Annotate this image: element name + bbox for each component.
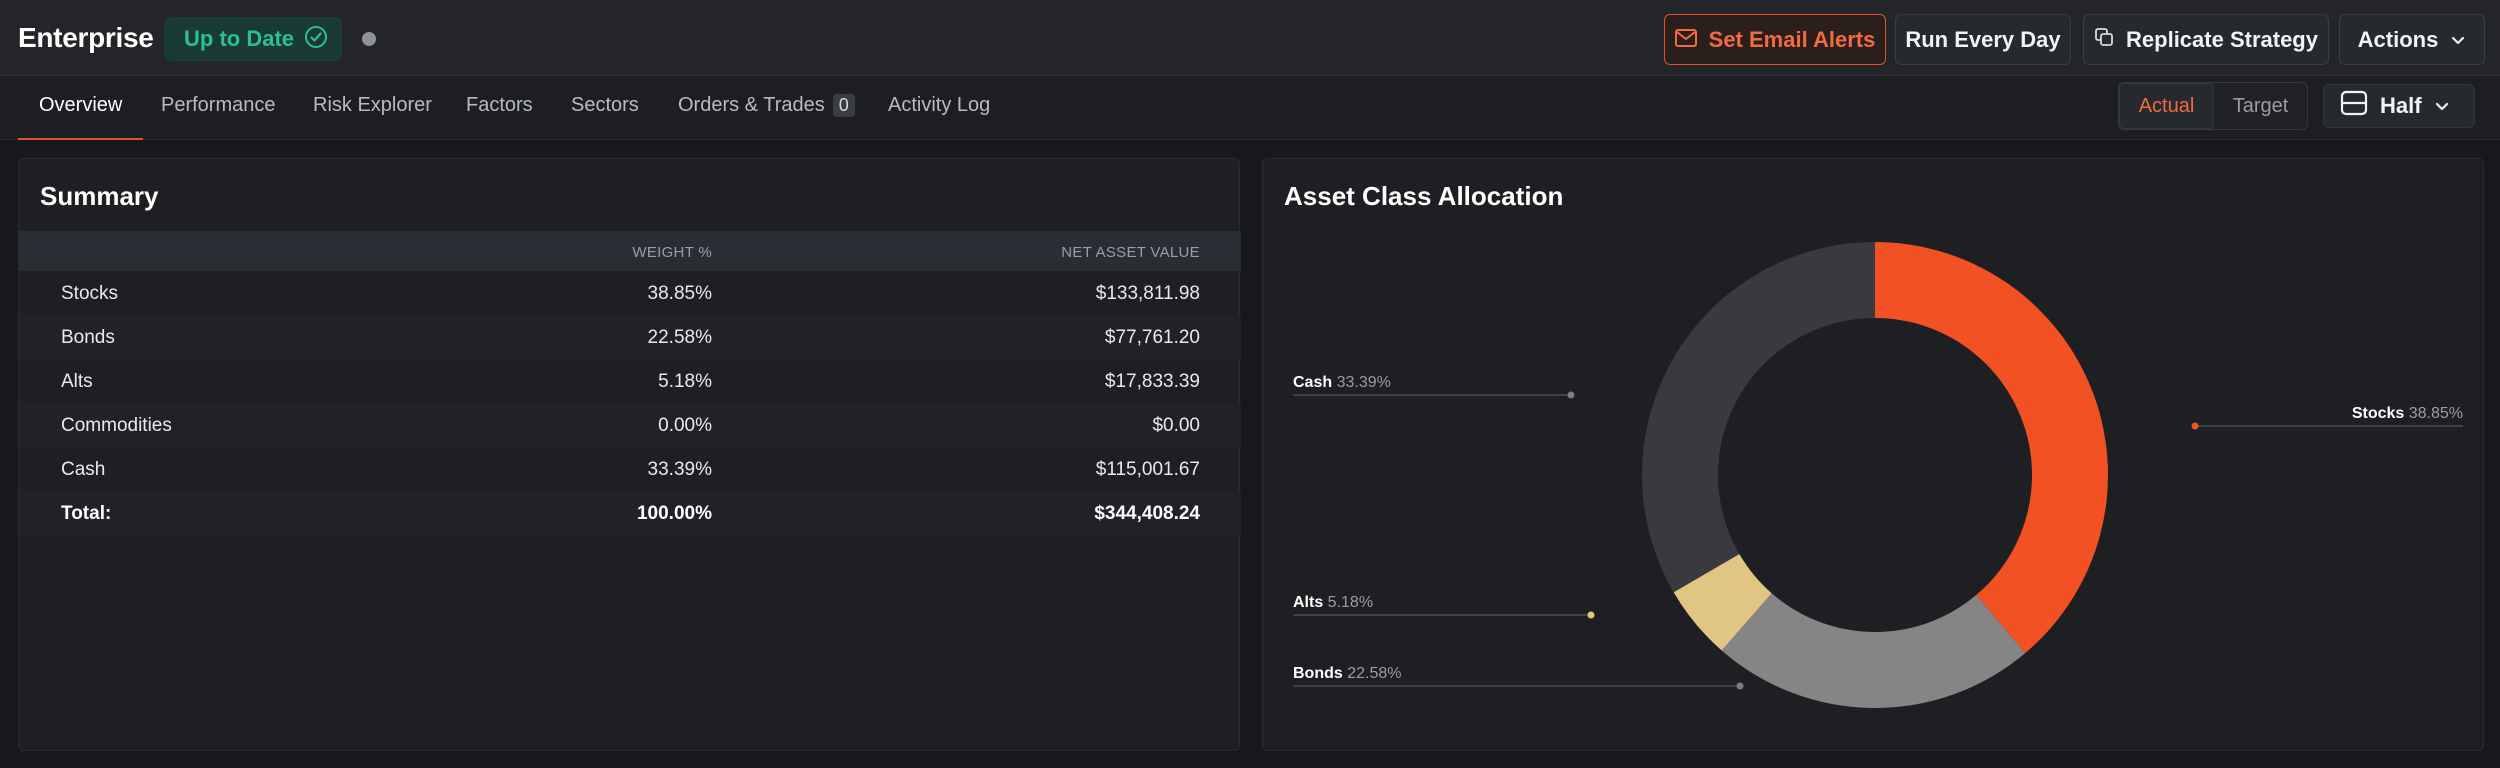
allocation-donut-chart: Stocks 38.85% Bonds 22.58% Alts 5.18% Cash …	[1293, 242, 2463, 708]
weight-value: 5.18%	[658, 371, 712, 392]
run-every-day-label: Run Every Day	[1905, 26, 2061, 52]
status-badge[interactable]: Up to Date	[164, 17, 342, 61]
slice-label-bonds: Bonds 22.58%	[1293, 665, 1402, 682]
tab-risk-explorer[interactable]: Risk Explorer	[313, 94, 432, 140]
asset-class-name: Bonds	[61, 327, 115, 348]
nav-value: $0.00	[1152, 415, 1200, 436]
actions-menu-button[interactable]: Actions	[2339, 14, 2485, 65]
set-email-alerts-label: Set Email Alerts	[1708, 26, 1876, 52]
top-header: Enterprise Up to Date Set Email Alerts R…	[0, 0, 2500, 76]
allocation-title: Asset Class Allocation	[1284, 181, 1564, 211]
actual-target-toggle: Actual Target	[2118, 82, 2308, 130]
slice-label-alts: Alts 5.18%	[1293, 594, 1373, 611]
check-circle-icon	[304, 25, 328, 54]
weight-value: 38.85%	[647, 283, 712, 304]
tab-sectors[interactable]: Sectors	[571, 94, 639, 140]
nav-value: $115,001.67	[1095, 459, 1200, 480]
tab-label: Orders & Trades	[678, 94, 825, 116]
target-toggle[interactable]: Target	[2232, 94, 2289, 117]
slice-label-stocks: Stocks 38.85%	[2352, 405, 2463, 422]
table-total-row: Total: 100.00% $344,408.24	[19, 491, 1241, 535]
tab-performance[interactable]: Performance	[161, 94, 276, 140]
total-label: Total:	[61, 503, 112, 524]
replicate-strategy-button[interactable]: Replicate Strategy	[2083, 14, 2329, 65]
table-row: Stocks 38.85% $133,811.98	[19, 271, 1241, 315]
replicate-strategy-label: Replicate Strategy	[2126, 26, 2318, 52]
asset-class-name: Commodities	[61, 415, 172, 436]
leader-dot-bonds	[1736, 682, 1744, 690]
tab-label: Sectors	[571, 94, 639, 116]
nav-value: $77,761.20	[1104, 327, 1200, 348]
summary-title: Summary	[40, 181, 159, 211]
mail-icon	[1674, 27, 1697, 53]
layout-select[interactable]: Half	[2323, 84, 2475, 128]
table-row: Bonds 22.58% $77,761.20	[19, 315, 1241, 359]
tab-label: Risk Explorer	[313, 94, 432, 116]
donut-slice-cash[interactable]	[1642, 242, 1875, 593]
tab-label: Factors	[466, 94, 533, 116]
donut-slice-alts[interactable]	[1673, 553, 1772, 651]
leader-dot-cash	[1567, 391, 1575, 399]
indicator-dot	[362, 32, 376, 46]
asset-class-name: Cash	[61, 459, 106, 480]
weight-value: 0.00%	[658, 415, 712, 436]
tab-activity-log[interactable]: Activity Log	[888, 94, 990, 140]
allocation-panel: Asset Class Allocation Stocks 38.85% Bond…	[1262, 158, 2484, 751]
leader-dot-alts	[1587, 611, 1595, 619]
run-every-day-button[interactable]: Run Every Day	[1895, 14, 2071, 65]
tab-orders-trades[interactable]: Orders & Trades 0	[678, 94, 855, 140]
set-email-alerts-button[interactable]: Set Email Alerts	[1664, 14, 1886, 65]
weight-value: 22.58%	[647, 327, 712, 348]
leader-dot-stocks	[2191, 422, 2199, 430]
tab-bar: Overview Performance Risk Explorer Facto…	[0, 76, 2500, 140]
table-row: Cash 33.39% $115,001.67	[19, 447, 1241, 491]
tab-overview[interactable]: Overview	[18, 94, 144, 140]
weight-value: 33.39%	[647, 459, 712, 480]
orders-count-badge: 0	[832, 94, 855, 117]
chevron-down-icon	[2450, 27, 2466, 53]
tab-label: Overview	[39, 94, 123, 116]
total-nav: $344,408.24	[1094, 503, 1200, 524]
column-header-nav: NET ASSET VALUE	[1061, 244, 1200, 261]
summary-panel: Summary WEIGHT % NET ASSET VALUE Stocks …	[18, 158, 1241, 751]
status-label: Up to Date	[184, 26, 294, 51]
column-header-weight: WEIGHT %	[632, 244, 712, 261]
asset-class-name: Stocks	[61, 283, 119, 304]
nav-value: $133,811.98	[1095, 283, 1200, 304]
tab-factors[interactable]: Factors	[466, 94, 533, 140]
slice-label-cash: Cash 33.39%	[1293, 374, 1391, 391]
donut-slice-stocks[interactable]	[1875, 242, 2108, 654]
copy-icon	[2094, 27, 2114, 53]
asset-class-name: Alts	[61, 371, 93, 392]
page-title: Enterprise	[18, 22, 154, 53]
table-row: Alts 5.18% $17,833.39	[19, 359, 1241, 403]
layout-label: Half	[2380, 93, 2422, 118]
layout-icon	[2340, 90, 2368, 122]
tab-label: Activity Log	[888, 94, 991, 116]
table-row: Commodities 0.00% $0.00	[19, 403, 1241, 447]
actual-toggle[interactable]: Actual	[2119, 83, 2214, 129]
donut-slice-bonds[interactable]	[1721, 593, 2026, 708]
chevron-down-icon	[2434, 93, 2450, 119]
nav-value: $17,833.39	[1104, 371, 1200, 392]
actions-label: Actions	[2357, 26, 2439, 52]
total-weight: 100.00%	[636, 503, 712, 524]
table-header: WEIGHT % NET ASSET VALUE	[19, 231, 1241, 271]
tab-label: Performance	[161, 94, 276, 116]
